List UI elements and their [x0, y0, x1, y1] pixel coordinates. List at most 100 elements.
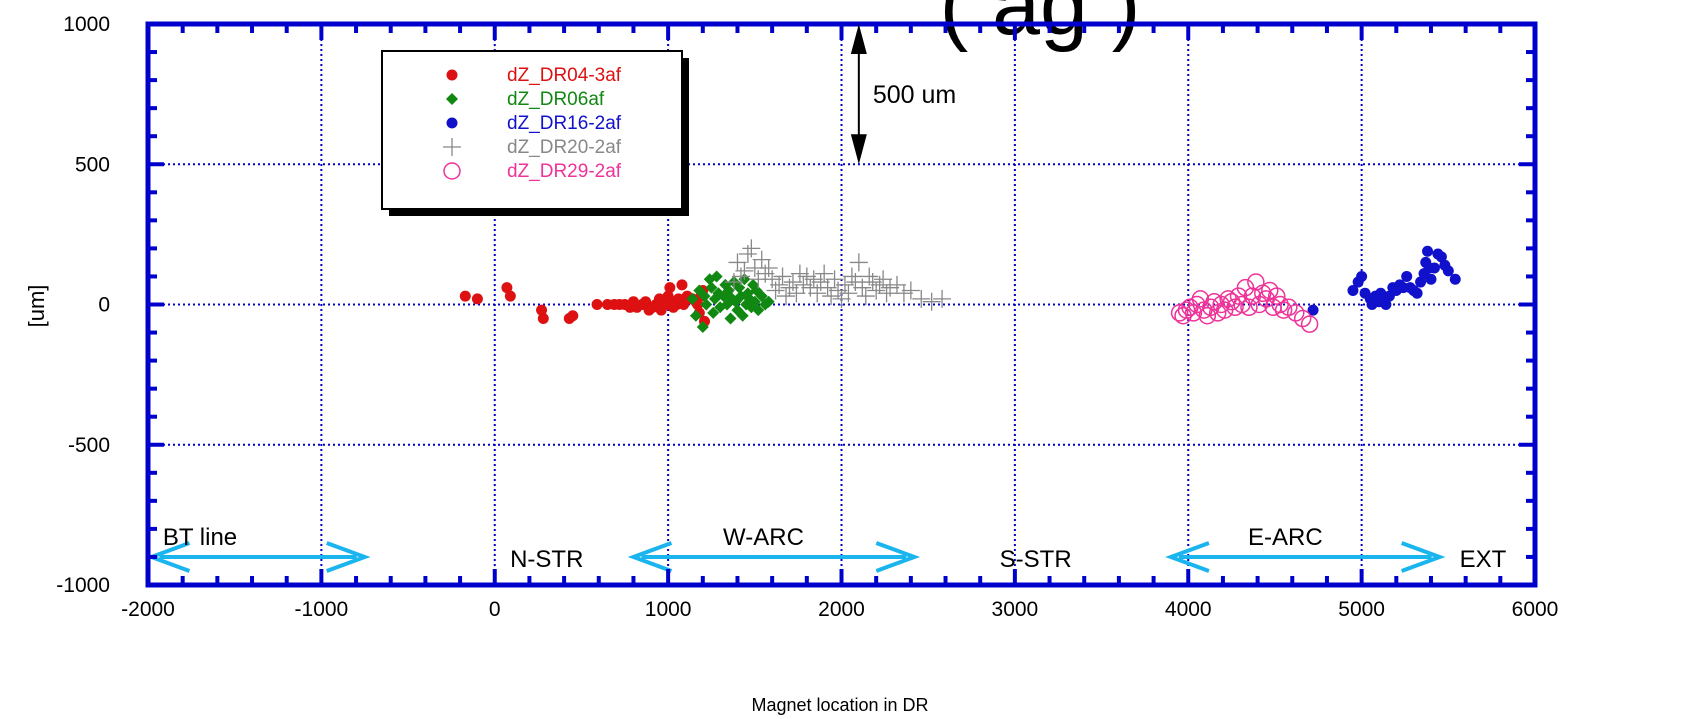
- data-point: [1240, 298, 1258, 317]
- data-point: [446, 93, 458, 105]
- data-point: [752, 250, 771, 269]
- x-tick-label: -2000: [121, 598, 175, 621]
- data-point: [894, 284, 913, 303]
- region-label: N-STR: [510, 546, 583, 573]
- data-point: [818, 278, 837, 297]
- region-label: EXT: [1460, 546, 1507, 573]
- legend-box: [381, 50, 683, 210]
- x-tick-label: 1000: [645, 598, 692, 621]
- data-point: [742, 239, 761, 258]
- region-label: BT line: [163, 524, 237, 551]
- data-point: [1380, 299, 1392, 310]
- data-point: [773, 267, 792, 286]
- legend-entry: dZ_DR16-2af: [446, 113, 622, 134]
- plot-frame: [145, 21, 1538, 588]
- data-point: [808, 284, 827, 303]
- data-point: [471, 293, 483, 305]
- data-point: [676, 279, 688, 291]
- data-points: [459, 239, 1461, 333]
- data-point: [794, 275, 813, 294]
- data-point: [835, 275, 854, 294]
- region-label: W-ARC: [723, 524, 804, 551]
- arrowhead-left: [1165, 541, 1210, 573]
- legend-entry: dZ_DR04-3af: [446, 65, 622, 86]
- x-tick-label: 0: [489, 598, 501, 621]
- data-point: [736, 309, 749, 322]
- legend-label: dZ_DR20-2af: [507, 137, 622, 158]
- data-point: [912, 289, 931, 308]
- data-point: [443, 138, 461, 156]
- data-point: [762, 295, 775, 308]
- x-tick-label: 3000: [992, 598, 1039, 621]
- data-point: [1271, 295, 1289, 314]
- data-point: [705, 281, 718, 294]
- region-label: S-STR: [1000, 546, 1072, 573]
- data-point: [1300, 315, 1319, 333]
- data-point: [1415, 276, 1427, 288]
- y-tick-label: -500: [68, 434, 110, 457]
- y-tick-label: 500: [75, 153, 110, 176]
- data-point: [797, 267, 816, 286]
- data-point: [728, 253, 747, 272]
- legend: dZ_DR04-3af dZ_DR06af dZ_DR16-2af dZ_DR20-2…: [381, 50, 689, 216]
- legend-label: dZ_DR06af: [507, 89, 605, 110]
- data-point: [783, 273, 802, 292]
- legend-label: dZ_DR04-3af: [507, 65, 622, 86]
- data-point: [501, 282, 513, 294]
- data-point: [1425, 273, 1437, 285]
- data-point: [856, 287, 875, 306]
- x-tick-label: 2000: [818, 598, 865, 621]
- data-point: [922, 292, 941, 311]
- region-label: E-ARC: [1248, 524, 1323, 551]
- data-point: [686, 292, 699, 305]
- y-tick-label: 1000: [63, 13, 110, 36]
- data-point: [759, 259, 778, 278]
- data-point: [933, 289, 952, 308]
- data-point: [504, 290, 516, 302]
- series-dZ_DR16-2af: [1307, 245, 1461, 316]
- x-tick-label: 4000: [1165, 598, 1212, 621]
- data-point: [787, 284, 806, 303]
- data-point: [698, 290, 711, 303]
- data-point: [733, 281, 746, 294]
- data-point: [1347, 284, 1359, 296]
- y-tick-label: -1000: [56, 574, 110, 597]
- legend-label: dZ_DR16-2af: [507, 113, 622, 134]
- data-point: [1267, 287, 1286, 305]
- data-point: [770, 275, 789, 294]
- data-point: [1401, 270, 1413, 282]
- data-point: [1435, 251, 1447, 263]
- legend-entry: dZ_DR29-2af: [443, 161, 622, 182]
- data-point: [790, 264, 809, 283]
- data-point: [567, 310, 579, 322]
- data-point: [863, 273, 882, 292]
- data-point: [874, 270, 893, 289]
- data-point: [1191, 290, 1210, 308]
- series-dZ_DR20-2af: [725, 239, 952, 311]
- data-point: [1411, 287, 1423, 299]
- data-point: [901, 281, 920, 300]
- data-point: [804, 270, 823, 289]
- x-axis-label: Magnet location in DR: [751, 695, 928, 715]
- x-tick-label: 5000: [1338, 598, 1385, 621]
- data-point: [1184, 304, 1203, 322]
- series-dZ_DR04-3af: [459, 279, 711, 327]
- data-point: [1428, 262, 1440, 274]
- data-point: [689, 309, 702, 322]
- data-point: [1293, 309, 1312, 328]
- data-point: [536, 304, 548, 316]
- data-point: [752, 304, 765, 317]
- arrowhead-right: [1400, 541, 1446, 573]
- data-point: [710, 270, 723, 283]
- data-point: [1442, 265, 1454, 277]
- data-point: [459, 290, 471, 302]
- data-point: [696, 320, 709, 333]
- tick-labels: -2000 -1000 0 1000 2000 3000 4000 5000 600010005…: [56, 13, 1558, 621]
- data-point: [707, 306, 720, 319]
- arrowhead-left: [627, 541, 673, 573]
- data-point: [1198, 306, 1217, 325]
- data-point: [1356, 270, 1368, 282]
- legend-label: dZ_DR29-2af: [507, 161, 622, 182]
- legend-entry: dZ_DR20-2af: [443, 137, 622, 158]
- data-point: [1449, 273, 1461, 285]
